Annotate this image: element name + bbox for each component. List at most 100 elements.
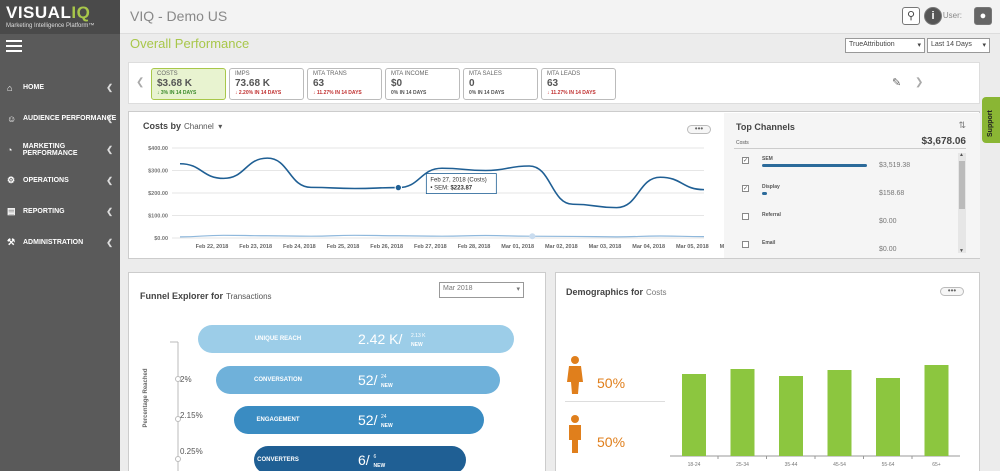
funnel-stage-conversation[interactable]: CONVERSATION 52/24 NEW	[216, 366, 500, 394]
kpi-card-mta-leads[interactable]: MTA LEADS 63 ↓ 11.27% IN 14 DAYS	[541, 68, 616, 100]
chevron-down-icon: ▾	[982, 42, 986, 49]
wrench-icon: ⚒	[7, 237, 16, 247]
funnel-period-select[interactable]: Mar 2018 ▾	[439, 282, 524, 298]
user-label: User:	[942, 11, 962, 20]
search-icon[interactable]: ⚲	[902, 7, 920, 25]
series-line-1[interactable]	[179, 234, 705, 238]
tooltip-value: • SEM: $223.87	[430, 186, 472, 192]
edit-icon[interactable]: ✎	[892, 77, 902, 89]
sidebar-item-reporting[interactable]: ▤ REPORTING ❮	[0, 196, 120, 227]
funnel-stage-engagement[interactable]: ENGAGEMENT 52/24 NEW	[234, 406, 484, 434]
series-line-0[interactable]	[179, 157, 705, 209]
female-icon	[567, 356, 583, 394]
funnel-stage-label: CONVERSATION	[254, 377, 302, 383]
x-tick-label: Feb 28, 2018	[458, 244, 491, 250]
kpi-change: ↓ 2.20% IN 14 DAYS	[235, 90, 282, 96]
kpi-label: MTA TRANS	[313, 71, 347, 77]
sidebar-item-home[interactable]: ⌂ HOME ❮	[0, 72, 120, 103]
sidebar: VISUALIQ Marketing Intelligence Platform…	[0, 0, 120, 471]
y-tick-label: $0.00	[154, 236, 168, 242]
kpi-card-costs[interactable]: COSTS $3.68 K ↓ 3% IN 14 DAYS	[151, 68, 226, 100]
sort-icon[interactable]: ⇅	[958, 120, 966, 130]
funnel-metric: Transactions	[226, 292, 272, 301]
kpi-label: IMPS	[235, 71, 250, 77]
user-avatar-icon[interactable]: ●	[974, 7, 992, 25]
funnel-percent: 2%	[180, 375, 192, 384]
support-tab[interactable]: Support	[982, 97, 1000, 143]
sidebar-item-operations[interactable]: ⚙ OPERATIONS ❮	[0, 165, 120, 196]
demographics-menu-button[interactable]: •••	[940, 287, 964, 296]
age-tick-label: 55-64	[882, 462, 895, 468]
sidebar-item-label: ADMINISTRATION	[23, 239, 84, 246]
sidebar-item-administration[interactable]: ⚒ ADMINISTRATION ❮	[0, 227, 120, 258]
x-tick-label: Feb 25, 2018	[327, 244, 360, 250]
info-icon[interactable]: i	[924, 7, 942, 25]
top-channels-scrollbar[interactable]: ▲ ▼	[958, 152, 966, 254]
x-tick-label: Feb 26, 2018	[370, 244, 403, 250]
funnel-stage-unique-reach[interactable]: UNIQUE REACH 2.42 K/2.13 K NEW	[198, 325, 514, 353]
channel-share-bar	[762, 192, 767, 195]
channel-name: SEM	[762, 156, 773, 162]
demographic-bar-45-54[interactable]	[827, 370, 852, 456]
channel-name: Display	[762, 184, 780, 190]
channel-checkbox[interactable]	[742, 241, 749, 248]
chevron-left-icon: ❮	[106, 238, 113, 247]
logo-tagline: Marketing Intelligence Platform™	[6, 23, 95, 29]
funnel-stage-new-label: NEW	[373, 463, 386, 469]
attribution-select[interactable]: TrueAttribution ▾	[845, 38, 925, 53]
kpi-card-imps[interactable]: IMPS 73.68 K ↓ 2.20% IN 14 DAYS	[229, 68, 304, 100]
funnel-stage-new-label: NEW	[411, 342, 423, 348]
x-tick-label: Mar 02, 2018	[545, 244, 578, 250]
demographic-bar-55-64[interactable]	[876, 378, 900, 456]
x-tick-label: Feb 27, 2018	[414, 244, 447, 250]
funnel-percent: 0.25%	[180, 447, 203, 456]
funnel-stage-value: 52/	[358, 412, 378, 428]
funnel-percent: 2.15%	[180, 411, 203, 420]
kpi-card-mta-income[interactable]: MTA INCOME $0 0% IN 14 DAYS	[385, 68, 460, 100]
channel-checkbox[interactable]: ✓	[742, 185, 749, 192]
channel-checkbox[interactable]: ✓	[742, 157, 749, 164]
top-header: VIQ - Demo US ⚲ i User: ●	[120, 0, 1000, 34]
channel-name: Referral	[762, 212, 781, 218]
demographic-bar-18-24[interactable]	[682, 374, 706, 456]
female-percent: 50%	[597, 375, 626, 391]
x-tick-label: Mar 03, 2018	[589, 244, 622, 250]
sidebar-item-label: OPERATIONS	[23, 177, 69, 184]
chevron-left-icon: ❮	[106, 176, 113, 185]
hamburger-menu-icon[interactable]	[6, 40, 22, 52]
kpi-label: MTA SALES	[469, 71, 502, 77]
kpi-value: $3.68 K	[157, 78, 193, 89]
demographic-bar-35-44[interactable]	[779, 376, 803, 456]
top-channels-panel: Top Channels ⇅ $3,678.06 Costs ✓ SEM $3,51…	[724, 113, 980, 258]
sidebar-item-marketing-performance[interactable]: ◔ MARKETING PERFORMANCE ❮	[0, 134, 120, 165]
kpi-change: ↓ 11.27% IN 14 DAYS	[313, 90, 362, 96]
demographics-panel: Demographics for Costs •••	[555, 272, 980, 471]
kpi-card-mta-trans[interactable]: MTA TRANS 63 ↓ 11.27% IN 14 DAYS	[307, 68, 382, 100]
demographic-bar-65+[interactable]	[924, 365, 949, 456]
channel-checkbox[interactable]	[742, 213, 749, 220]
age-tick-label: 45-54	[833, 462, 846, 468]
channel-dropdown[interactable]: Channel ▾	[184, 122, 223, 131]
y-tick-label: $400.00	[148, 146, 168, 152]
x-tick-label: Feb 22, 2018	[196, 244, 229, 250]
arrow-down-icon: ↓	[235, 90, 238, 96]
logo-text: VISUAL	[6, 3, 72, 22]
kpi-value: 63	[547, 78, 559, 89]
chevron-left-icon: ❮	[106, 207, 113, 216]
funnel-stage-converters[interactable]: CONVERTERS 6/6 NEW	[254, 446, 466, 471]
sidebar-item-audience-performance[interactable]: ☺ AUDIENCE PERFORMANCE ❮	[0, 103, 120, 134]
demographic-bar-25-34[interactable]	[730, 369, 755, 456]
chevron-left-icon[interactable]: ❮	[136, 77, 145, 88]
sidebar-nav: ⌂ HOME ❮ ☺ AUDIENCE PERFORMANCE ❮ ◔ MARKETING P…	[0, 72, 120, 258]
visualiq-logo[interactable]: VISUALIQ Marketing Intelligence Platform…	[0, 0, 120, 34]
data-point-highlight[interactable]	[529, 233, 536, 240]
data-point-highlight[interactable]	[394, 183, 403, 192]
report-icon: ▤	[7, 206, 16, 216]
date-range-select[interactable]: Last 14 Days ▾	[927, 38, 990, 53]
funnel-stage-new-value: 2.13 K	[411, 333, 426, 339]
chart-menu-button[interactable]: •••	[687, 125, 711, 134]
kpi-card-mta-sales[interactable]: MTA SALES 0 0% IN 14 DAYS	[463, 68, 538, 100]
chevron-right-icon[interactable]: ❯	[915, 77, 924, 88]
y-tick-label: $100.00	[148, 214, 168, 220]
chart-tooltip: Feb 27, 2018 (Costs) • SEM: $223.87	[425, 173, 497, 194]
